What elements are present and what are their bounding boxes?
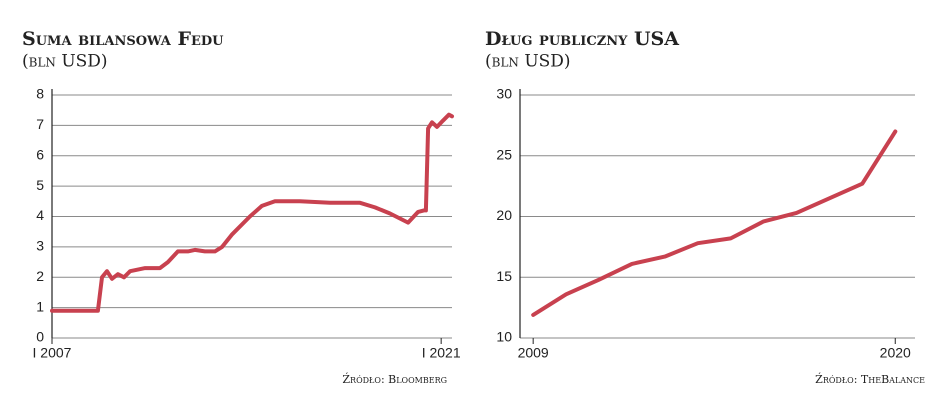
chart-subtitle: (bln USD) bbox=[22, 52, 108, 72]
y-tick-label: 20 bbox=[496, 207, 512, 223]
chart-title: Dług publiczny USA bbox=[485, 28, 679, 50]
y-tick-label: 5 bbox=[36, 177, 44, 193]
y-tick-label: 25 bbox=[496, 146, 512, 162]
x-tick-label: I 2021 bbox=[422, 345, 461, 361]
y-tick-label: 10 bbox=[496, 329, 512, 345]
y-tick-label: 15 bbox=[496, 268, 512, 284]
y-tick-label: 8 bbox=[36, 86, 44, 102]
x-tick-label: 2009 bbox=[518, 345, 549, 361]
y-tick-label: 1 bbox=[36, 298, 44, 314]
y-tick-label: 6 bbox=[36, 146, 44, 162]
source: Źródło: Bloomberg bbox=[342, 372, 447, 386]
y-tick-label: 2 bbox=[36, 268, 44, 284]
y-tick-label: 3 bbox=[36, 238, 44, 254]
y-tick-label: 7 bbox=[36, 116, 44, 132]
chart-subtitle: (bln USD) bbox=[485, 52, 571, 72]
y-tick-label: 4 bbox=[36, 207, 44, 223]
chart-title: Suma bilansowa Fedu bbox=[22, 28, 224, 50]
data-line bbox=[50, 112, 454, 313]
y-tick-label: 0 bbox=[36, 329, 44, 345]
x-tick-label: I 2007 bbox=[33, 345, 72, 361]
data-line bbox=[531, 129, 898, 317]
source: Źródło: TheBalance bbox=[815, 372, 925, 386]
y-tick-label: 30 bbox=[496, 86, 512, 102]
x-tick-label: 2020 bbox=[880, 345, 911, 361]
